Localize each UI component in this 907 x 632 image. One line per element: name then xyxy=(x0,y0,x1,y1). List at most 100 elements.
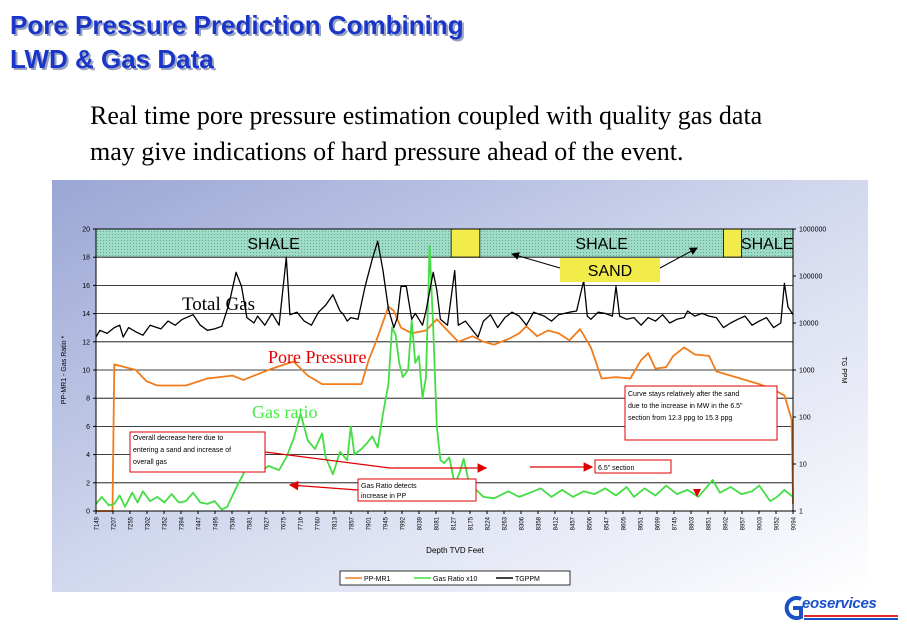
y2-tick-label: 1000 xyxy=(799,368,815,375)
x-tick-label: 8651 xyxy=(639,516,645,530)
x-tick-label: 7992 xyxy=(401,516,407,530)
x-tick-label: 8851 xyxy=(707,516,713,530)
shale-label: SHALE xyxy=(575,236,627,253)
x-tick-label: 8039 xyxy=(418,516,424,530)
x-tick-label: 8547 xyxy=(605,516,611,530)
slide-subtitle: Real time pore pressure estimation coupl… xyxy=(90,98,870,170)
y-tick-label: 10 xyxy=(82,368,90,375)
y-tick-label: 6 xyxy=(86,424,90,431)
sand-marker xyxy=(450,228,481,258)
annotation-box xyxy=(594,459,672,474)
arrow-line xyxy=(288,480,359,491)
annotation-line: 6.5" section xyxy=(598,465,634,472)
subtitle-line-1: Real time pore pressure estimation coupl… xyxy=(90,101,763,130)
logo-text: eoservices xyxy=(802,595,877,612)
slide-title: Pore Pressure Prediction Combining LWD &… xyxy=(10,8,630,76)
annotation-line: Overall decrease here due to xyxy=(133,435,223,442)
sand-marker xyxy=(723,228,742,258)
x-tick-label: 7302 xyxy=(146,516,152,530)
axes: 0 2 4 6 8 10 12 14 16 18 20 1 10 100 1000 10000 100000 10… xyxy=(82,227,826,531)
x-tick-label: 8175 xyxy=(469,516,475,530)
x-tick-label: 7627 xyxy=(265,516,271,530)
geoservices-logo: eoservices xyxy=(783,593,901,623)
y-tick-label: 18 xyxy=(82,255,90,262)
sand-arrow-right xyxy=(659,247,698,269)
title-line-2: LWD & Gas Data xyxy=(10,44,214,74)
x-tick-label: 7394 xyxy=(180,516,186,530)
lithology-bands: SHALE SHALE SHALE xyxy=(96,228,793,258)
x-tick-label: 7716 xyxy=(299,516,305,530)
x-tick-label: 7581 xyxy=(248,516,254,530)
x-axis-title: Depth TVD Feet xyxy=(426,546,484,555)
arrow-line xyxy=(264,451,391,469)
annotation-line: entering a sand and increase of xyxy=(133,447,231,454)
data-series xyxy=(95,240,794,512)
legend-box xyxy=(339,570,571,586)
y2-tick-label: 10 xyxy=(799,462,807,469)
legend-label-tgppm: TGPPM xyxy=(515,576,540,583)
x-tick-label: 8263 xyxy=(503,516,509,530)
sand-arrow-left xyxy=(511,252,561,269)
x-tick-label: 8699 xyxy=(656,516,662,530)
annotation-section: 6.5" section xyxy=(594,459,672,474)
x-tick-label: 7495 xyxy=(214,516,220,530)
y-axis-title-right: TG PPM xyxy=(840,357,847,384)
y2-tick-label: 1000000 xyxy=(799,227,826,234)
y-tick-label: 0 xyxy=(86,509,90,516)
x-tick-label: 7255 xyxy=(129,516,135,530)
x-tick-label: 8457 xyxy=(571,516,577,530)
x-tick-label: 7207 xyxy=(112,516,118,530)
y-tick-label: 12 xyxy=(82,339,90,346)
total-gas-label: Total Gas xyxy=(182,294,255,315)
y-tick-label: 14 xyxy=(82,311,90,318)
y-tick-label: 2 xyxy=(86,480,90,487)
x-tick-label: 8902 xyxy=(724,516,730,530)
sand-label: SAND xyxy=(588,263,632,280)
x-tick-label: 7149 xyxy=(95,516,101,530)
y2-tick-label: 1 xyxy=(799,509,803,516)
x-tick-label: 7901 xyxy=(367,516,373,530)
pore-pressure-label: Pore Pressure xyxy=(268,347,366,367)
x-tick-label: 8306 xyxy=(520,516,526,530)
annotation-line: due to the increase in MW in the 6.5" xyxy=(628,403,743,410)
shale-label: SHALE xyxy=(741,236,793,253)
pore-pressure-chart: SHALE SHALE SHALE 0 2 4 6 8 10 12 14 16 18 20 1 10 100 1… xyxy=(52,180,868,592)
x-tick-label: 7813 xyxy=(333,516,339,530)
x-tick-label: 7945 xyxy=(384,516,390,530)
x-tick-label: 8803 xyxy=(690,516,696,530)
x-tick-label: 7447 xyxy=(197,516,203,530)
logo-mark-icon xyxy=(784,596,898,620)
sand-callout: SAND xyxy=(511,247,698,282)
shale-label: SHALE xyxy=(247,236,299,253)
annotation-box xyxy=(624,385,778,441)
annotation-arrows xyxy=(264,451,701,497)
annotation-line: overall gas xyxy=(133,459,167,466)
x-tick-label: 8745 xyxy=(673,516,679,530)
shale-band xyxy=(96,229,793,258)
subtitle-line-2: may give indications of hard pressure ah… xyxy=(90,137,684,166)
x-tick-label: 8358 xyxy=(537,516,543,530)
series-line xyxy=(95,245,794,511)
x-tick-label: 8224 xyxy=(486,516,492,530)
x-tick-label: 8412 xyxy=(554,516,560,530)
x-tick-label: 7760 xyxy=(316,516,322,530)
x-tick-label: 8605 xyxy=(622,516,628,530)
annotation-line: Curve stays relatively after the sand xyxy=(628,391,739,398)
series-line xyxy=(95,240,794,338)
y2-tick-label: 100 xyxy=(799,415,811,422)
annotation-curve-stays: Curve stays relatively after the sand du… xyxy=(624,385,778,441)
arrow-head-marker xyxy=(693,489,701,497)
y2-tick-label: 10000 xyxy=(799,321,819,328)
gas-ratio-label: Gas ratio xyxy=(252,402,317,422)
x-tick-label: 8127 xyxy=(452,516,458,530)
sand-label-box xyxy=(560,258,660,282)
title-line-1: Pore Pressure Prediction Combining xyxy=(10,10,464,40)
annotation-gas-ratio-detects: Gas Ratio detects increase in PP xyxy=(357,478,477,502)
y2-tick-label: 100000 xyxy=(799,274,822,281)
annotation-line: increase in PP xyxy=(361,493,406,500)
y-tick-label: 16 xyxy=(82,283,90,290)
x-tick-label: 7857 xyxy=(350,516,356,530)
x-tick-label: 7675 xyxy=(282,516,288,530)
legend-label-pp: PP-MR1 xyxy=(364,576,391,583)
x-tick-label: 9003 xyxy=(758,516,764,530)
